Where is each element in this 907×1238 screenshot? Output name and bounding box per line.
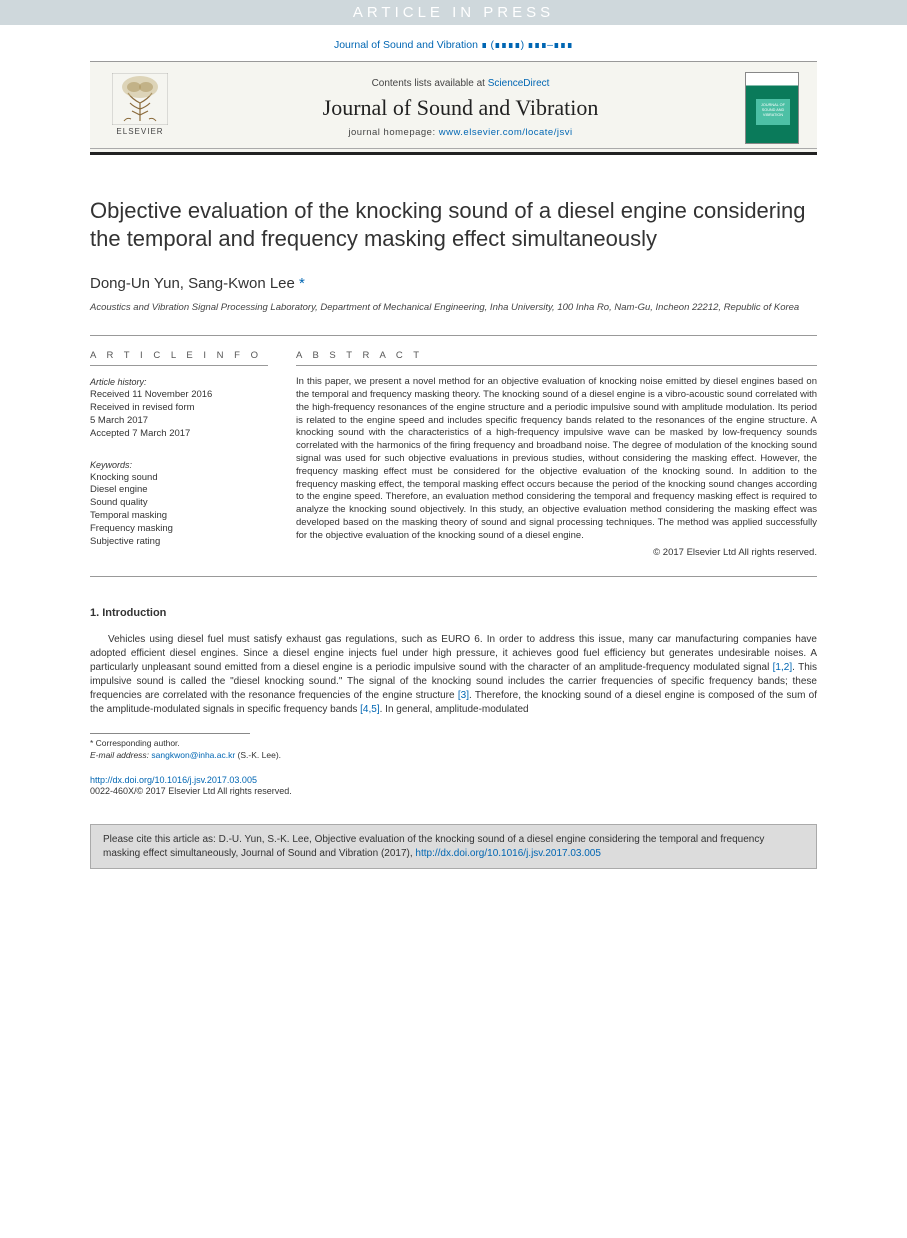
email-line: E-mail address: sangkwon@inha.ac.kr (S.-… [90, 750, 817, 762]
affiliation: Acoustics and Vibration Signal Processin… [90, 302, 817, 315]
history-accepted: Accepted 7 March 2017 [90, 428, 268, 441]
para-text: Vehicles using diesel fuel must satisfy … [90, 634, 817, 673]
section-introduction: 1. Introduction Vehicles using diesel fu… [90, 607, 817, 717]
keyword-item: Frequency masking [90, 523, 268, 536]
cite-doi-link[interactable]: http://dx.doi.org/10.1016/j.jsv.2017.03.… [415, 848, 601, 859]
para-text: . In general, amplitude-modulated [380, 704, 529, 715]
article-title: Objective evaluation of the knocking sou… [90, 197, 817, 253]
keyword-item: Temporal masking [90, 510, 268, 523]
email-link[interactable]: sangkwon@inha.ac.kr [151, 750, 235, 760]
cover-inner-label: JOURNAL OF SOUND AND VIBRATION [756, 99, 790, 125]
homepage-prefix: journal homepage: [348, 127, 438, 138]
citation-link[interactable]: [1,2] [773, 662, 792, 673]
article-info-column: A R T I C L E I N F O Article history: R… [90, 350, 268, 558]
footnote-separator [90, 733, 250, 734]
journal-homepage-line: journal homepage: www.elsevier.com/locat… [190, 127, 731, 138]
section-heading: 1. Introduction [90, 607, 817, 619]
article-history: Article history: Received 11 November 20… [90, 376, 268, 440]
contents-available-line: Contents lists available at ScienceDirec… [190, 78, 731, 89]
corresponding-author-note: * Corresponding author. [90, 738, 817, 750]
corresponding-marker: * [295, 275, 305, 292]
history-received: Received 11 November 2016 [90, 389, 268, 402]
top-citation: Journal of Sound and Vibration ∎ (∎∎∎∎) … [0, 25, 907, 61]
sciencedirect-link[interactable]: ScienceDirect [488, 78, 550, 89]
journal-name: Journal of Sound and Vibration [190, 95, 731, 121]
history-heading: Article history: [90, 376, 268, 388]
issn-copyright: 0022-460X/© 2017 Elsevier Ltd All rights… [90, 786, 817, 796]
doi-block: http://dx.doi.org/10.1016/j.jsv.2017.03.… [90, 775, 817, 796]
keyword-item: Sound quality [90, 497, 268, 510]
title-block: Objective evaluation of the knocking sou… [90, 197, 817, 315]
divider [90, 576, 817, 577]
history-revised-line2: 5 March 2017 [90, 415, 268, 428]
citation-link[interactable]: [4,5] [360, 704, 379, 715]
contents-prefix: Contents lists available at [372, 78, 488, 89]
keywords-heading: Keywords: [90, 459, 268, 471]
abstract-column: A B S T R A C T In this paper, we presen… [296, 350, 817, 558]
journal-homepage-link[interactable]: www.elsevier.com/locate/jsvi [439, 127, 573, 138]
keyword-item: Knocking sound [90, 472, 268, 485]
abstract-copyright: © 2017 Elsevier Ltd All rights reserved. [296, 547, 817, 558]
footnotes: * Corresponding author. E-mail address: … [90, 738, 817, 762]
history-revised-line1: Received in revised form [90, 402, 268, 415]
keyword-item: Diesel engine [90, 484, 268, 497]
body-paragraph: Vehicles using diesel fuel must satisfy … [90, 633, 817, 717]
article-info-heading: A R T I C L E I N F O [90, 350, 268, 366]
citation-link[interactable]: [3] [458, 690, 469, 701]
author-list: Dong-Un Yun, Sang-Kwon Lee [90, 275, 295, 292]
elsevier-wordmark: ELSEVIER [116, 127, 163, 136]
elsevier-tree-icon [112, 73, 168, 125]
authors: Dong-Un Yun, Sang-Kwon Lee * [90, 275, 817, 292]
journal-cover-thumbnail: JOURNAL OF SOUND AND VIBRATION [745, 72, 799, 144]
abstract-heading: A B S T R A C T [296, 350, 817, 366]
keyword-item: Subjective rating [90, 536, 268, 549]
please-cite-box: Please cite this article as: D.-U. Yun, … [90, 824, 817, 869]
info-abstract-row: A R T I C L E I N F O Article history: R… [90, 335, 817, 558]
abstract-text: In this paper, we present a novel method… [296, 376, 817, 543]
email-label: E-mail address: [90, 750, 151, 760]
journal-header: ELSEVIER Contents lists available at Sci… [90, 61, 817, 155]
elsevier-logo: ELSEVIER [108, 73, 172, 143]
keywords-block: Keywords: Knocking sound Diesel engine S… [90, 459, 268, 549]
doi-link[interactable]: http://dx.doi.org/10.1016/j.jsv.2017.03.… [90, 775, 257, 785]
email-suffix: (S.-K. Lee). [235, 750, 281, 760]
article-in-press-banner: ARTICLE IN PRESS [0, 0, 907, 25]
header-center: Contents lists available at ScienceDirec… [190, 78, 731, 138]
